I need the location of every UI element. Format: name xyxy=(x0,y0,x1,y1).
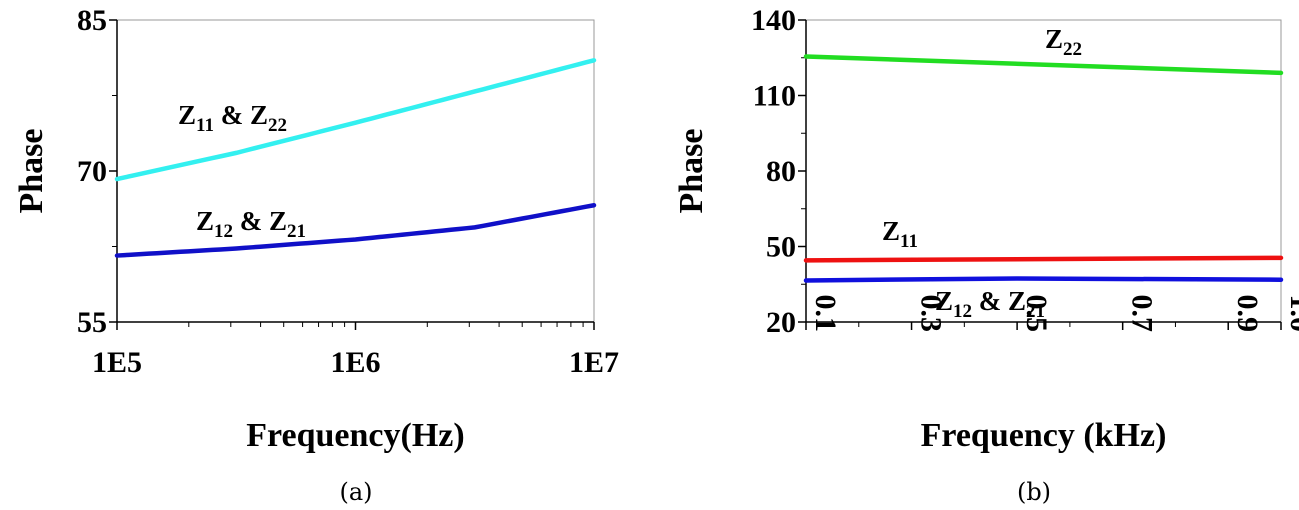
series-line xyxy=(803,255,1284,263)
x-tick-label: 1.0 xyxy=(1284,295,1299,333)
y-axis-title: Phase xyxy=(673,129,710,214)
x-tick-label: 1E6 xyxy=(330,346,380,379)
series-label: Z12 & Z21 xyxy=(196,206,306,242)
series-line xyxy=(803,276,1284,283)
x-tick-label: 0.7 xyxy=(1126,295,1159,333)
series-line xyxy=(114,58,597,182)
x-axis-title: Frequency(Hz) xyxy=(246,417,464,454)
x-tick-label: 0.5 xyxy=(1020,295,1053,333)
y-tick-label: 20 xyxy=(766,306,796,339)
series-label: Z11 xyxy=(882,216,918,252)
x-tick-label: 0.1 xyxy=(809,295,842,333)
series-label: Z11 & Z22 xyxy=(178,100,287,136)
y-tick-label: 70 xyxy=(77,155,107,188)
plot-frame xyxy=(116,19,595,323)
x-tick-label: 1E7 xyxy=(569,346,619,379)
panel-caption: (b) xyxy=(1017,478,1051,506)
series-label: Z12 & Z21 xyxy=(935,286,1045,322)
x-axis-title: Frequency (kHz) xyxy=(921,417,1167,454)
y-tick-label: 80 xyxy=(766,155,796,188)
x-tick-label: 0.9 xyxy=(1231,295,1264,333)
y-tick-label: 140 xyxy=(751,4,796,37)
panel-b: 20 50 80 110 140 0.1 0.3 0.5 0.7 0.9 1.0 Z22 Z11 Z12 … xyxy=(673,4,1299,506)
y-tick-label: 110 xyxy=(753,80,796,113)
x-tick-label: 0.3 xyxy=(915,295,948,333)
panel-caption: (a) xyxy=(339,478,372,506)
series-line xyxy=(114,202,597,258)
y-axis-title: Phase xyxy=(13,129,50,214)
series-line xyxy=(803,54,1284,76)
y-tick-label: 50 xyxy=(766,231,796,264)
panel-a: 55 70 85 1E5 1E6 1E7 Z11 & Z22 Z12 & Z21 Frequen… xyxy=(13,4,619,506)
y-tick-label: 85 xyxy=(77,4,107,37)
x-tick-label: 1E5 xyxy=(92,346,142,379)
y-tick-label: 55 xyxy=(77,306,107,339)
series-label: Z22 xyxy=(1045,24,1082,60)
